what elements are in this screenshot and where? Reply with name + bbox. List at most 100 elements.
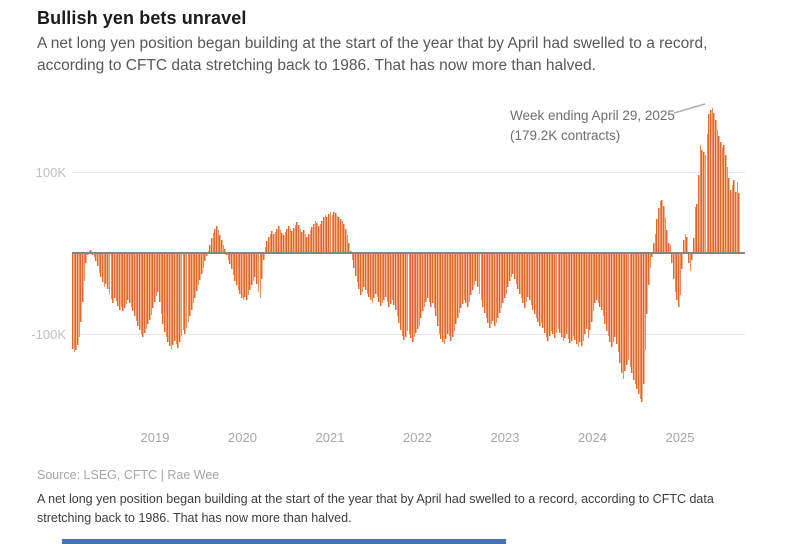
bar-week — [324, 214, 327, 253]
bar-week — [696, 203, 699, 253]
bar-week — [465, 253, 468, 304]
bar-week — [279, 230, 282, 253]
bar-week — [227, 253, 230, 260]
bar-week — [614, 253, 617, 338]
bar-week — [338, 217, 340, 253]
bar-week — [673, 253, 675, 279]
bar-week — [286, 228, 288, 253]
bar-week — [177, 253, 180, 348]
bar-week — [549, 253, 551, 336]
bar-week — [242, 253, 245, 300]
bar-week — [157, 253, 160, 292]
bar-week — [641, 253, 643, 403]
bar-week — [328, 214, 330, 253]
bar-week — [353, 253, 355, 268]
bar-week — [371, 253, 374, 304]
chart-footnote: A net long yen position began building a… — [37, 492, 714, 525]
bar-week — [259, 253, 262, 299]
bar-week — [274, 231, 277, 253]
bar-week — [492, 253, 494, 322]
bar-week — [448, 253, 451, 336]
bar-week — [524, 253, 526, 309]
bar-week — [621, 253, 623, 373]
bar-week — [530, 253, 533, 305]
bar-week — [215, 226, 218, 253]
bar-week — [326, 216, 329, 253]
bar-week — [592, 253, 595, 312]
bar-week — [386, 253, 389, 302]
bar-week — [385, 253, 387, 297]
bar-week — [513, 253, 516, 279]
bar-week — [678, 253, 680, 307]
bar-week — [669, 244, 672, 253]
bar-week — [98, 253, 101, 273]
bar-week — [652, 243, 655, 253]
bar-week — [72, 253, 74, 349]
bar-week — [706, 133, 709, 253]
bar-week — [701, 150, 704, 253]
bar-week — [401, 253, 404, 336]
bar-week — [383, 253, 386, 300]
bar-week — [426, 253, 429, 298]
y-axis-tick-100k: 100K — [35, 165, 66, 180]
bar-week — [291, 231, 293, 253]
bar-week — [108, 253, 111, 294]
bar-week — [714, 120, 717, 253]
bar-week — [217, 230, 220, 253]
peak-annotation: Week ending April 29, 2025 (179.2K contr… — [510, 106, 730, 146]
bar-week — [577, 253, 580, 348]
zero-baseline — [72, 252, 745, 254]
bar-week — [110, 253, 113, 300]
bar-week — [572, 253, 575, 336]
bar-week — [301, 231, 304, 253]
bar-week — [584, 253, 586, 335]
bar-week — [128, 253, 131, 303]
bar-week — [256, 253, 258, 284]
bar-week — [118, 253, 121, 310]
bar-week — [149, 253, 151, 320]
bar-week — [502, 253, 504, 304]
bar-week — [135, 253, 138, 322]
bar-week — [539, 253, 541, 326]
bar-week — [334, 213, 337, 253]
bar-week — [431, 253, 434, 304]
bar-week — [430, 253, 432, 307]
bar-week — [656, 218, 658, 253]
bar-week — [341, 220, 344, 253]
bar-week — [436, 253, 439, 326]
bar-week — [205, 253, 208, 257]
bar-week — [525, 253, 528, 302]
bar-week — [477, 253, 479, 288]
bar-week — [460, 253, 463, 309]
bar-week — [294, 224, 297, 253]
horizontal-scrollbar-thumb[interactable] — [62, 539, 506, 544]
bar-week — [219, 235, 221, 253]
bar-week — [267, 236, 270, 253]
bar-week — [160, 253, 163, 314]
bar-week — [684, 233, 687, 253]
bar-week — [493, 253, 496, 326]
bar-week — [689, 253, 692, 271]
bar-week — [731, 184, 734, 253]
bar-week — [450, 253, 453, 341]
bar-week — [376, 253, 379, 297]
bar-week — [452, 253, 454, 338]
bar-week — [207, 250, 210, 253]
bar-week — [142, 253, 144, 337]
bar-week — [582, 253, 585, 341]
bar-week — [82, 253, 84, 302]
bar-week — [261, 253, 263, 279]
annotation-leader-line — [673, 103, 706, 114]
bar-week — [537, 253, 540, 322]
bar-week — [78, 253, 81, 338]
bar-week — [604, 253, 607, 325]
bar-week — [180, 253, 183, 336]
bar-week — [721, 146, 724, 253]
bar-week — [703, 151, 705, 253]
bar-week — [410, 253, 412, 339]
bar-week — [329, 212, 332, 253]
bar-week — [517, 253, 519, 289]
bar-week — [559, 253, 561, 334]
bar-week — [107, 253, 109, 289]
bar-week — [155, 253, 158, 296]
